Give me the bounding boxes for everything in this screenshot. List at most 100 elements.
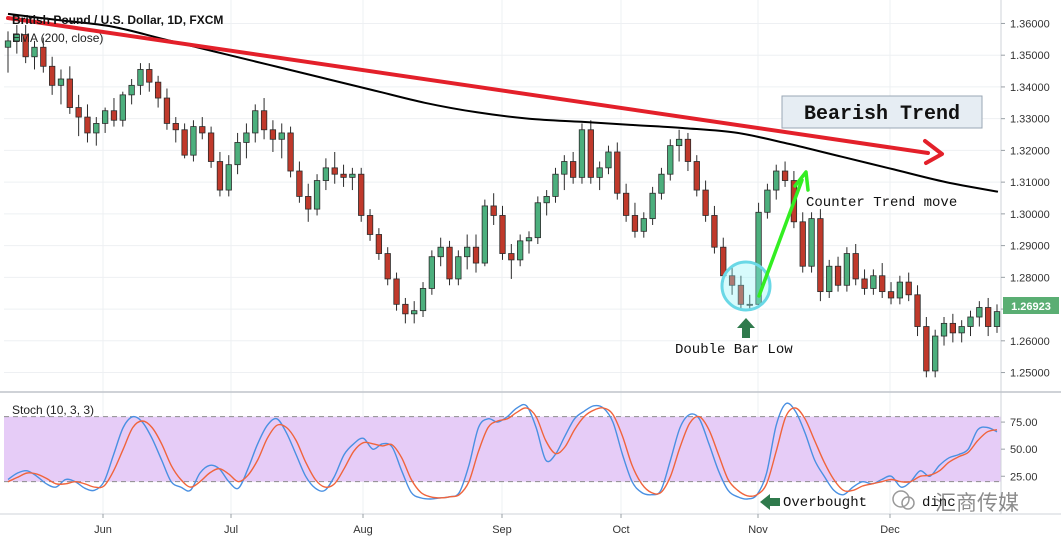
candle <box>243 123 250 159</box>
price-tick-label: 1.28000 <box>1010 272 1050 284</box>
candle <box>737 275 745 311</box>
candle-body-up <box>464 246 471 258</box>
candle <box>4 31 12 73</box>
stoch-legend[interactable]: Stoch (10, 3, 3) <box>12 403 94 417</box>
candle-body-up <box>773 170 780 191</box>
time-tick-label: Jun <box>94 524 112 536</box>
candle <box>773 164 780 200</box>
candle <box>561 155 568 191</box>
candle <box>137 63 144 95</box>
price-tick-label: 1.25000 <box>1010 368 1050 380</box>
candle-body-down <box>817 218 824 293</box>
candle-body-down <box>172 123 179 131</box>
candle <box>755 202 762 308</box>
candle <box>596 161 603 191</box>
candle-body-up <box>322 167 330 181</box>
bearish-trend-box <box>781 95 983 129</box>
candle-body-up <box>932 335 939 372</box>
candle <box>313 174 321 216</box>
candle <box>437 237 444 267</box>
candle <box>631 202 639 238</box>
price-tick-label: 1.32000 <box>1010 145 1050 157</box>
candle <box>887 282 895 305</box>
candle <box>75 94 82 137</box>
candle-body-up <box>455 256 462 280</box>
candle <box>702 180 709 222</box>
candle-body-down <box>728 275 736 286</box>
candle <box>861 269 868 295</box>
candle <box>543 190 550 216</box>
candle <box>985 297 992 337</box>
candle-body-up <box>419 288 427 312</box>
candle <box>993 304 1001 333</box>
candle-body-down <box>207 132 215 162</box>
candle-body-up <box>640 218 647 232</box>
candle <box>13 25 20 54</box>
ema-legend[interactable]: EMA (200, close) <box>12 31 103 45</box>
candle-body-up <box>649 192 656 220</box>
price-tick-label: 1.35000 <box>1010 50 1050 62</box>
candle <box>472 234 480 273</box>
candle-body-down <box>693 161 700 191</box>
candle <box>358 167 365 222</box>
candle <box>190 120 197 162</box>
candle <box>66 66 73 114</box>
candle-body-down <box>366 215 374 235</box>
stoch-axis: 75.00 50.00 25.00 <box>1001 417 1038 483</box>
stoch-tick-label: 75.00 <box>1010 417 1038 429</box>
candle <box>305 183 312 222</box>
candle-body-up <box>278 132 285 140</box>
candle-body-up <box>525 237 533 242</box>
candle-body-down <box>614 151 621 194</box>
candle <box>817 209 824 302</box>
candle-body-down <box>852 253 859 280</box>
candle-body-up <box>481 205 488 264</box>
candle-body-down <box>499 215 506 254</box>
price-axis[interactable]: 1.36000 1.35000 1.34000 1.33000 1.32000 1.310… <box>1001 18 1050 380</box>
candle <box>287 126 294 178</box>
candle <box>49 56 56 95</box>
candle-body-up <box>967 316 974 327</box>
candle <box>384 247 391 286</box>
candle <box>534 196 541 245</box>
candle <box>570 151 577 184</box>
candle-body-up <box>128 84 135 96</box>
candle-body-down <box>384 253 391 280</box>
candle <box>128 78 135 105</box>
time-axis[interactable]: Jun Jul Aug Sep Oct Nov Dec <box>94 514 900 536</box>
candle <box>464 234 471 270</box>
counter-arrowhead-icon <box>793 170 810 192</box>
candle-body-up <box>137 69 144 86</box>
price-tick-label: 1.34000 <box>1010 82 1050 94</box>
candle-body-up <box>675 138 683 147</box>
candle-body-up <box>57 78 65 86</box>
candle-body-down <box>154 81 162 99</box>
candle <box>40 37 47 73</box>
candle <box>552 167 559 203</box>
candle-body-up <box>958 326 965 334</box>
candle <box>508 244 515 279</box>
candle <box>163 88 171 130</box>
candle-body-down <box>358 173 365 216</box>
candle <box>914 285 921 337</box>
candle-body-down <box>375 234 383 254</box>
candle-body-down <box>296 170 303 197</box>
candle-body-down <box>879 275 886 293</box>
candle <box>587 120 594 184</box>
candle-body-up <box>870 275 877 289</box>
candle <box>446 240 453 286</box>
candle <box>393 272 400 311</box>
candle-body-up <box>658 173 665 194</box>
last-price-value: 1.26923 <box>1011 301 1051 313</box>
candle <box>349 167 356 191</box>
candle <box>269 120 277 152</box>
candle-body-up <box>313 180 321 210</box>
candle-body-up <box>826 265 833 293</box>
candle-body-up <box>190 126 197 156</box>
candle-body-up <box>31 46 38 58</box>
candle-body-down <box>110 110 118 121</box>
candle <box>958 320 965 343</box>
candle-body-up <box>428 256 435 289</box>
symbol-legend[interactable]: British Pound / U.S. Dollar, 1D, FXCM <box>12 13 223 27</box>
candle <box>93 117 100 146</box>
